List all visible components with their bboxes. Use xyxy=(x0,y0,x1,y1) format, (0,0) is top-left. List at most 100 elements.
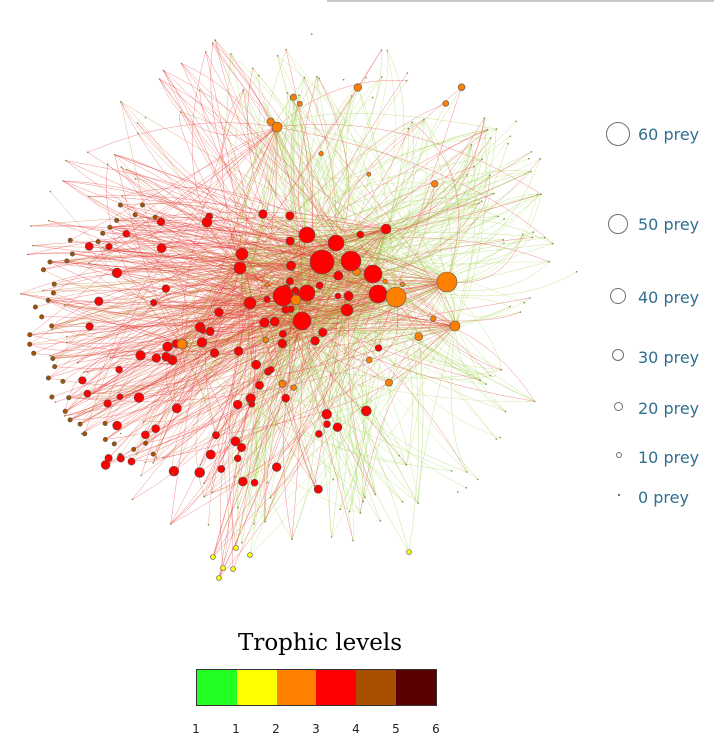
network-node xyxy=(131,498,134,501)
network-node xyxy=(543,236,546,239)
network-node xyxy=(65,335,68,338)
size-legend-row-50: 50 prey xyxy=(590,214,714,244)
network-node xyxy=(382,278,388,284)
network-edge xyxy=(120,204,297,301)
network-node xyxy=(204,51,207,53)
network-edge xyxy=(277,55,397,298)
size-circle-30 xyxy=(612,349,624,361)
network-edge xyxy=(335,193,542,244)
network-node xyxy=(162,341,173,352)
network-node xyxy=(214,307,224,317)
trophic-tick-label: 5 xyxy=(392,722,400,736)
network-edge xyxy=(239,182,435,269)
network-node xyxy=(234,476,237,478)
network-node xyxy=(343,291,354,301)
network-node xyxy=(216,575,222,581)
network-node xyxy=(264,282,270,288)
network-edge xyxy=(109,226,456,327)
network-edge xyxy=(138,293,379,398)
network-node xyxy=(379,519,382,522)
network-edge xyxy=(117,320,303,426)
network-node xyxy=(481,200,483,203)
network-edge xyxy=(262,213,397,298)
network-node xyxy=(220,565,226,571)
network-node xyxy=(385,286,407,308)
network-edge xyxy=(98,234,308,245)
network-node xyxy=(127,457,136,466)
network-node xyxy=(530,170,532,173)
network-node xyxy=(276,55,279,57)
network-edge xyxy=(179,111,243,255)
network-edge xyxy=(48,126,278,379)
network-node xyxy=(180,111,182,113)
network-edge xyxy=(249,193,542,304)
network-node xyxy=(168,466,180,477)
network-node xyxy=(51,281,57,287)
network-edge xyxy=(306,231,397,298)
network-node xyxy=(493,192,495,195)
network-edge xyxy=(239,267,264,283)
network-node xyxy=(82,431,88,437)
network-edge xyxy=(332,281,448,480)
network-node xyxy=(45,297,51,303)
network-node xyxy=(359,512,362,514)
network-edge xyxy=(335,171,532,244)
network-node xyxy=(362,500,364,503)
network-node xyxy=(485,383,487,385)
network-node xyxy=(313,484,323,494)
network-node xyxy=(199,464,202,466)
network-edge xyxy=(321,261,506,412)
network-node xyxy=(237,506,239,509)
network-edge xyxy=(276,325,456,468)
network-node xyxy=(371,96,374,99)
network-edge xyxy=(87,122,278,153)
network-node xyxy=(64,258,70,264)
network-node xyxy=(365,76,367,79)
network-edge xyxy=(285,273,374,399)
network-node xyxy=(509,135,512,138)
network-edge xyxy=(454,144,476,327)
network-node xyxy=(290,294,302,306)
network-edge xyxy=(181,343,502,379)
network-node xyxy=(120,166,122,168)
network-node xyxy=(315,430,323,438)
network-node xyxy=(77,421,83,427)
network-nodes xyxy=(20,33,578,581)
network-edge xyxy=(377,293,535,402)
network-edge xyxy=(372,129,497,275)
network-node xyxy=(289,97,292,100)
network-node xyxy=(251,359,262,370)
network-node xyxy=(135,350,146,361)
network-edge xyxy=(173,126,278,472)
network-node xyxy=(209,348,220,358)
network-node xyxy=(334,292,342,300)
network-node xyxy=(366,171,372,177)
network-node xyxy=(108,225,110,228)
network-edge xyxy=(281,295,381,521)
network-node xyxy=(233,346,244,356)
network-node xyxy=(210,554,216,560)
network-node xyxy=(285,236,295,246)
network-node xyxy=(350,95,353,97)
network-edge xyxy=(241,95,352,255)
network-edge xyxy=(252,68,448,283)
network-edge xyxy=(108,343,183,459)
network-node xyxy=(503,242,505,244)
network-node xyxy=(291,538,293,540)
network-node xyxy=(479,379,481,382)
network-edge xyxy=(321,193,494,263)
network-edge xyxy=(346,174,468,311)
network-edge xyxy=(98,267,241,317)
trophic-tick-label: 6 xyxy=(432,722,440,736)
network-node xyxy=(321,408,332,420)
network-node xyxy=(31,350,37,356)
network-node xyxy=(318,327,328,337)
network-edge xyxy=(68,325,456,399)
network-node xyxy=(233,399,243,410)
network-edge xyxy=(79,260,352,425)
network-edge xyxy=(159,78,352,262)
network-edge xyxy=(200,228,387,466)
network-node xyxy=(39,314,45,320)
network-node xyxy=(457,83,466,91)
network-node xyxy=(95,239,101,245)
